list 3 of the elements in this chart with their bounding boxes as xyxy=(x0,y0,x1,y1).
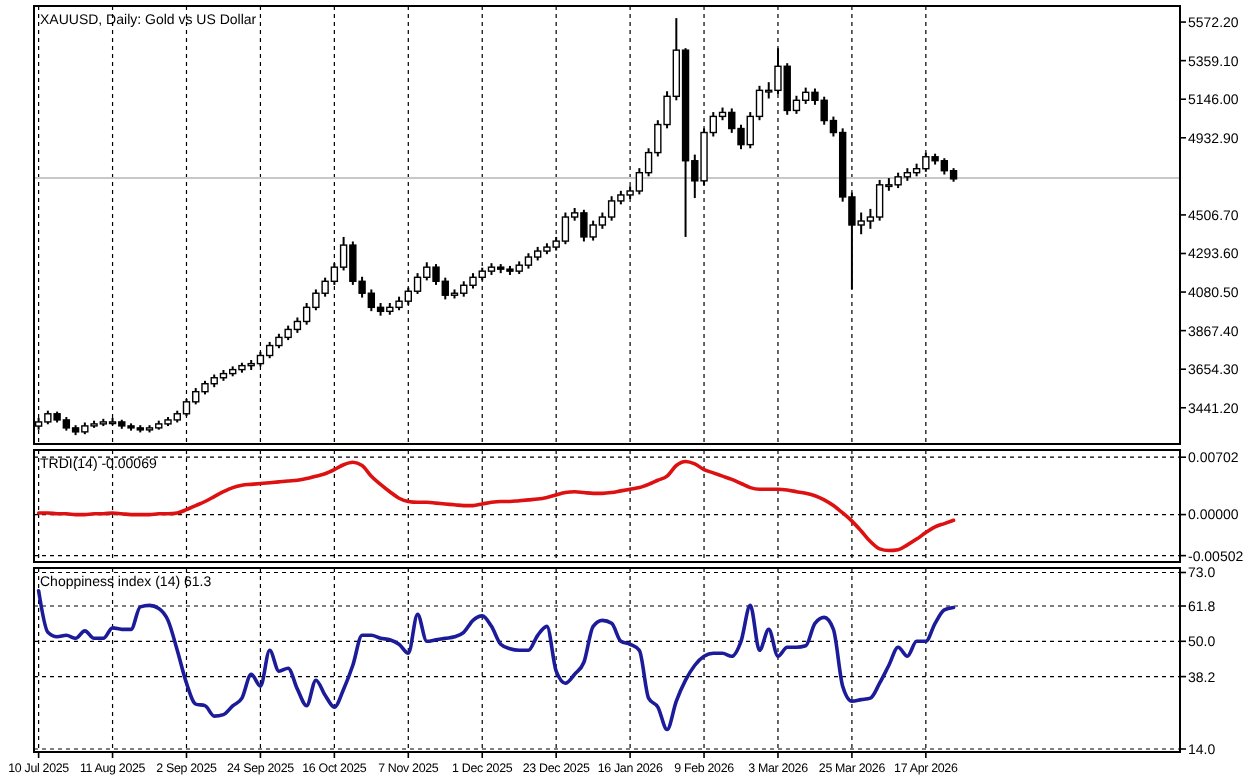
line-series xyxy=(36,588,956,732)
line-series xyxy=(36,459,956,553)
candlestick xyxy=(413,272,422,295)
